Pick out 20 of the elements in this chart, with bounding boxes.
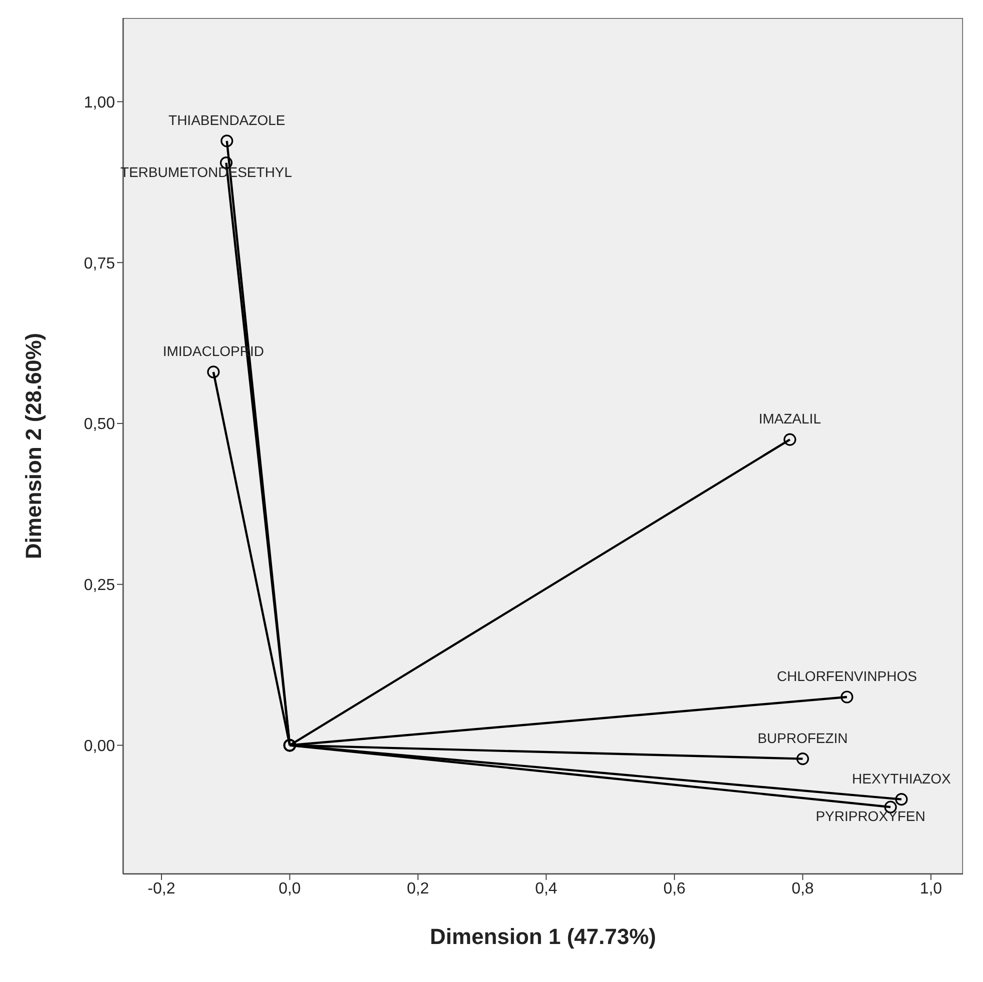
x-axis-title: Dimension 1 (47.73%) — [430, 924, 656, 949]
y-tick-label: 0,25 — [84, 577, 116, 594]
series-label: BUPROFEZIN — [758, 730, 848, 746]
series-label: THIABENDAZOLE — [168, 112, 286, 128]
series-label: HEXYTHIAZOX — [852, 770, 952, 786]
x-tick-label: 0,6 — [663, 880, 686, 898]
y-tick-label: 1,00 — [84, 94, 116, 112]
series-label: PYRIPROXYFEN — [816, 808, 926, 824]
y-tick-label: 0,00 — [84, 738, 116, 755]
x-tick-label: 0,4 — [535, 880, 558, 898]
y-tick-label: 0,75 — [84, 255, 116, 272]
x-tick-label: 0,0 — [278, 880, 301, 898]
x-tick-label: -0,2 — [148, 880, 176, 898]
series-label: IMAZALIL — [758, 410, 822, 427]
x-tick-label: 1,0 — [920, 880, 942, 898]
x-tick-label: 0,2 — [406, 880, 430, 898]
x-tick-label: 0,8 — [792, 880, 814, 898]
y-axis-title: Dimension 2 (28.60%) — [20, 332, 46, 560]
y-tick-label: 0,50 — [84, 416, 116, 434]
series-label: CHLORFENVINPHOS — [776, 668, 917, 684]
